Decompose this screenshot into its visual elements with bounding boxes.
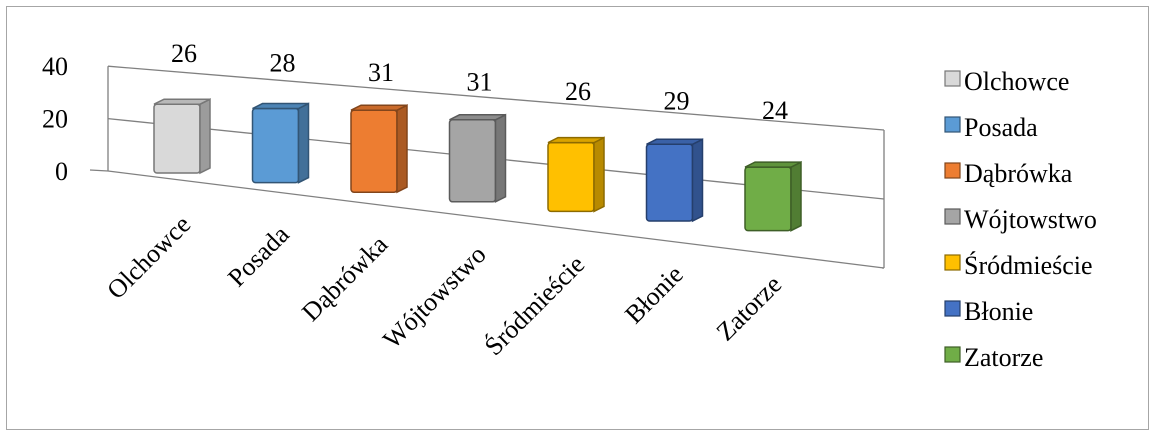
bar-side-face <box>494 113 507 204</box>
legend-label: Dąbrówka <box>964 159 1073 188</box>
legend-label: Posada <box>964 113 1038 142</box>
bar-side-face <box>593 136 605 213</box>
legend-swatch <box>944 208 961 225</box>
bar-7[interactable] <box>744 160 802 232</box>
data-label: 29 <box>664 87 690 116</box>
legend-label: Śródmieście <box>964 251 1093 280</box>
y-tick-label: 40 <box>42 52 68 81</box>
data-label: 31 <box>467 68 493 97</box>
legend-label: Olchowce <box>964 67 1069 96</box>
legend-swatch <box>944 70 961 87</box>
y-tick-label: 20 <box>42 105 68 134</box>
legend-item[interactable]: Dąbrówka <box>944 159 1073 188</box>
legend-item[interactable]: Śródmieście <box>944 251 1093 280</box>
data-label: 26 <box>171 39 197 68</box>
y-axis: 0 20 40 <box>42 52 68 186</box>
bar-side-face <box>199 98 211 175</box>
data-label: 28 <box>270 49 296 78</box>
bar-1[interactable] <box>153 98 211 175</box>
bar-5[interactable] <box>547 136 605 213</box>
legend-item[interactable]: Posada <box>944 113 1038 142</box>
bar-top-face <box>252 102 309 110</box>
legend-label: Zatorze <box>964 343 1043 372</box>
bar-front-face <box>251 107 300 184</box>
bar-front-face <box>153 103 201 174</box>
data-labels: 26 28 31 31 26 29 24 <box>171 39 788 125</box>
legend-item[interactable]: Błonie <box>944 297 1033 326</box>
legend-item[interactable]: Wójtowstwo <box>944 205 1097 234</box>
bar-front-face <box>645 143 694 222</box>
bar-side-face <box>691 138 704 223</box>
bar-front-face <box>744 166 792 232</box>
category-label: Posada <box>222 219 295 292</box>
bar-6[interactable] <box>645 138 704 223</box>
bar-top-face <box>350 104 408 111</box>
legend-swatch <box>944 346 961 363</box>
category-axis: Olchowce Posada DąbrówkaWójtowstwoŚródmieś… <box>101 210 787 361</box>
gridline-40 <box>107 65 885 131</box>
bar-side-face <box>790 160 802 232</box>
bar-side-face <box>396 103 408 194</box>
y-tick-label: 0 <box>55 157 68 186</box>
bar-top-face <box>153 98 211 105</box>
data-label: 26 <box>565 77 591 106</box>
legend-swatch <box>944 300 961 317</box>
bar-2[interactable] <box>251 102 310 184</box>
bar-front-face <box>448 119 497 203</box>
bar-front-face <box>547 141 595 213</box>
legend-label: Błonie <box>964 297 1033 326</box>
category-label: Olchowce <box>101 210 196 305</box>
category-label: Zatorze <box>711 270 788 347</box>
data-label: 31 <box>368 58 394 87</box>
bar-3[interactable] <box>350 103 408 194</box>
category-label: Błonie <box>619 260 689 330</box>
bars-layer <box>153 98 802 232</box>
legend-swatch <box>944 254 961 271</box>
bar-front-face <box>350 109 398 193</box>
bar-4[interactable] <box>448 113 507 204</box>
legend-swatch <box>944 116 961 133</box>
legend-item[interactable]: Olchowce <box>944 67 1069 96</box>
bar-top-face <box>646 138 703 146</box>
bar-top-face <box>744 161 802 168</box>
bar-top-face <box>547 136 605 144</box>
legend: Olchowce Posada Dąbrówka Wójtowstwo Śródmieś… <box>944 67 1097 372</box>
category-label: Śródmieście <box>479 250 590 361</box>
gridline-0 <box>107 170 885 269</box>
category-label: Wójtowstwo <box>377 240 491 354</box>
data-label: 24 <box>762 96 788 125</box>
legend-swatch <box>944 162 961 179</box>
category-label: Dąbrówka <box>296 229 393 326</box>
legend-item[interactable]: Zatorze <box>944 343 1043 372</box>
legend-label: Wójtowstwo <box>964 205 1097 234</box>
bar-side-face <box>297 102 310 184</box>
floor-left-edge <box>89 169 109 172</box>
bar-top-face <box>449 114 506 121</box>
